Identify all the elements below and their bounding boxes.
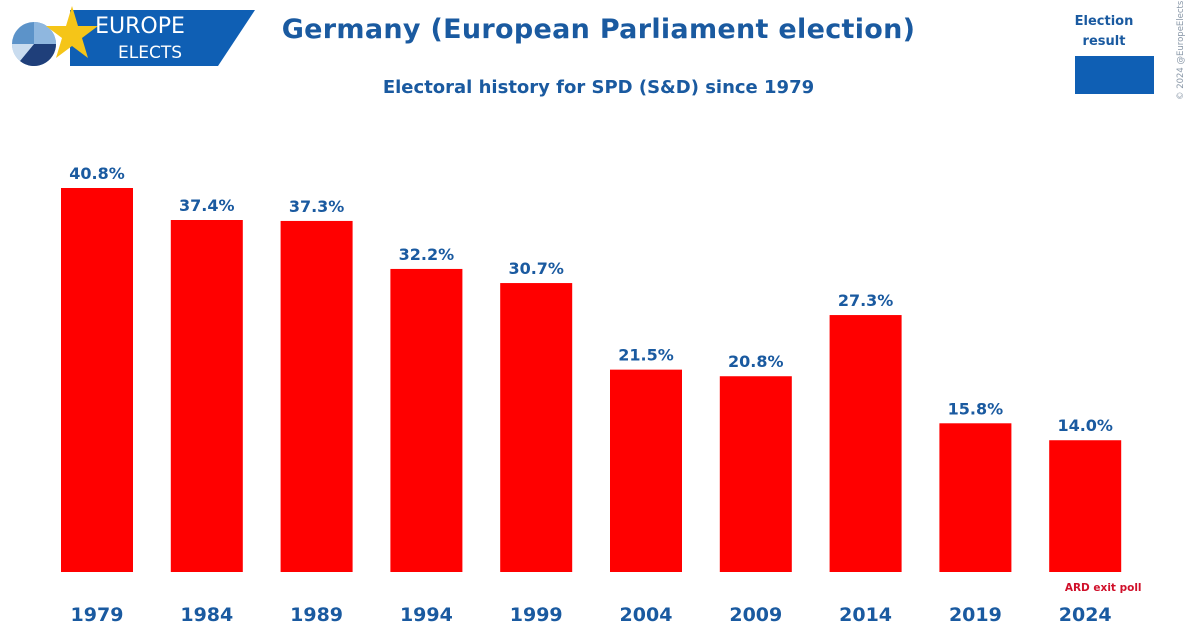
chart-title: Germany (European Parliament election) — [281, 14, 916, 45]
category-label-1994: 1994 — [400, 604, 453, 626]
category-label-1999: 1999 — [510, 604, 563, 626]
value-label-2004: 21.5% — [618, 346, 674, 365]
bar-1994 — [390, 268, 463, 572]
value-label-2014: 27.3% — [838, 291, 894, 310]
bar-1989 — [280, 220, 353, 573]
europe-elects-logo: EUROPE ELECTS — [0, 0, 270, 75]
category-label-2019: 2019 — [949, 604, 1002, 626]
value-label-2009: 20.8% — [728, 352, 784, 371]
bar-2024 — [1049, 440, 1122, 572]
value-label-1994: 32.2% — [399, 245, 455, 264]
chart-subtitle: Electoral history for SPD (S&D) since 19… — [382, 77, 815, 98]
bar-2019 — [939, 423, 1012, 572]
category-label-2024: 2024 — [1059, 604, 1112, 626]
category-label-2004: 2004 — [620, 604, 673, 626]
category-label-1979: 1979 — [71, 604, 124, 626]
pie-chart-icon — [11, 22, 57, 67]
value-label-2024: 14.0% — [1057, 416, 1113, 435]
value-label-1984: 37.4% — [179, 196, 235, 215]
bar-1999 — [500, 283, 573, 572]
bar-2004 — [610, 369, 682, 572]
bar-2009 — [719, 376, 792, 572]
star-icon — [46, 6, 98, 58]
value-label-2019: 15.8% — [948, 399, 1004, 418]
value-label-1979: 40.8% — [69, 164, 125, 183]
category-label-1989: 1989 — [290, 604, 343, 626]
brand-line1: EUROPE — [95, 14, 185, 39]
bar-1984 — [170, 220, 243, 572]
value-label-1989: 37.3% — [289, 197, 345, 216]
annotation-exit-poll: ARD exit poll — [1065, 582, 1142, 594]
logo-banner — [70, 10, 255, 66]
value-label-1999: 30.7% — [508, 259, 564, 278]
bar-2014 — [829, 315, 902, 572]
category-label-1984: 1984 — [180, 604, 233, 626]
category-label-2014: 2014 — [839, 604, 892, 626]
legend-swatch — [1075, 56, 1154, 94]
brand-line2: ELECTS — [118, 43, 182, 63]
legend-label: Election result — [1074, 14, 1134, 49]
category-label-2009: 2009 — [729, 604, 782, 626]
bar-1979 — [61, 188, 133, 572]
